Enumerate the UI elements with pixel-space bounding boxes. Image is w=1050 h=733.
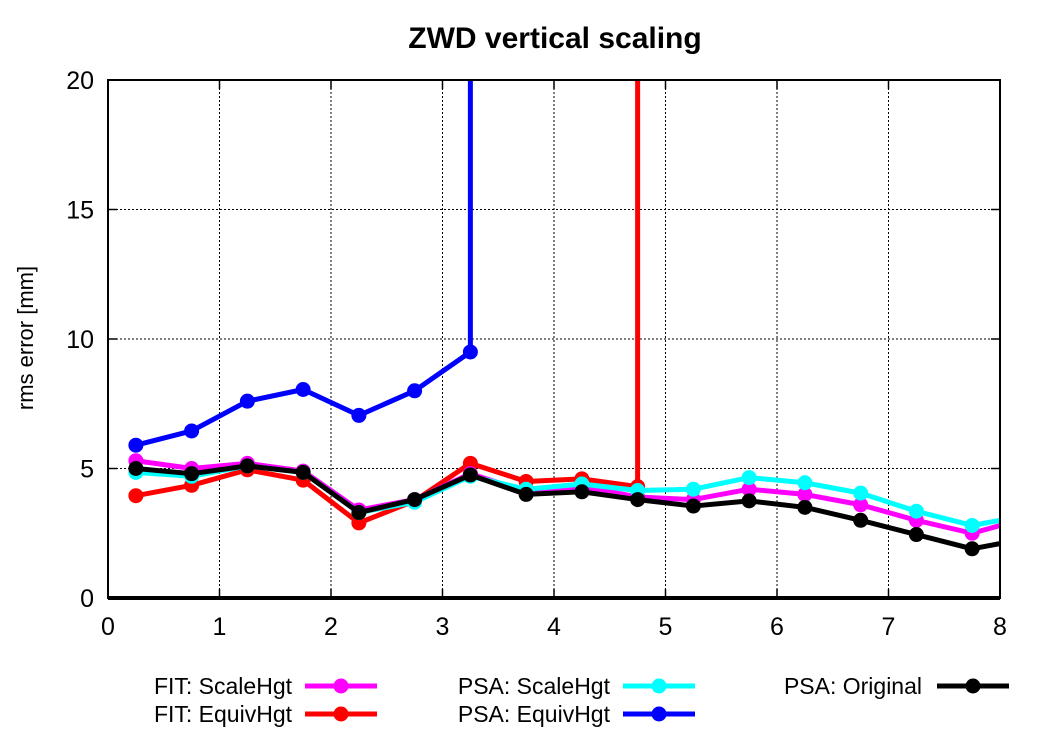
data-point [964,517,980,533]
data-point [184,423,200,439]
y-tick-label: 5 [80,456,94,484]
x-tick-label: 4 [547,613,561,641]
legend-entry: PSA: Original [784,673,1009,699]
tick-labels: 0 1 2 3 4 5 6 7 8 0 5 10 15 20 [66,67,1007,641]
data-point [853,512,869,528]
legend-entry: FIT: ScaleHgt [154,673,377,699]
legend-swatch-marker [333,678,349,694]
plot-frame [107,79,1001,600]
data-point [462,467,478,483]
data-point [853,497,869,513]
legend-swatch-marker [333,706,349,722]
data-point [797,486,813,502]
legend-label: PSA: Original [784,673,922,699]
data-point [295,464,311,480]
data-point [351,407,367,423]
data-point [853,485,869,501]
data-point [407,492,423,508]
data-point [239,393,255,409]
x-tick-label: 8 [993,613,1007,641]
data-point [518,486,534,502]
series-line [135,80,641,526]
series-4 [128,458,1000,557]
legend-entry: PSA: EquivHgt [458,701,695,727]
data-point [741,470,757,486]
data-point [797,499,813,515]
x-tick-label: 5 [659,613,673,641]
data-point [462,455,478,471]
x-tick-label: 3 [436,613,450,641]
y-tick-label: 20 [66,67,94,95]
x-tick-label: 0 [101,613,115,641]
data-point [407,383,423,399]
data-point [574,484,590,500]
legend-swatch-marker [651,678,667,694]
plot-series [128,80,1000,557]
y-tick-label: 0 [80,585,94,613]
chart-title: ZWD vertical scaling [408,22,701,55]
data-point [462,344,478,360]
legend-entry: FIT: EquivHgt [154,701,377,727]
x-tick-label: 1 [213,613,227,641]
data-point [797,475,813,491]
data-point [128,437,144,453]
data-point [184,466,200,482]
legend-label: PSA: ScaleHgt [458,673,611,699]
y-tick-label: 10 [66,326,94,354]
data-point [295,382,311,398]
data-point [908,503,924,519]
x-tick-label: 2 [324,613,338,641]
legend-entry: PSA: ScaleHgt [458,673,695,699]
data-point [685,498,701,514]
data-point [741,481,757,497]
data-point [351,515,367,531]
legend-swatch-marker [965,678,981,694]
y-tick-label: 15 [66,197,94,225]
x-tick-label: 6 [770,613,784,641]
series-3 [128,80,478,453]
data-point [128,488,144,504]
legend-label: PSA: EquivHgt [458,701,611,727]
legend-swatch-marker [651,706,667,722]
legend-label: FIT: EquivHgt [154,701,293,727]
data-point [685,481,701,497]
data-point [741,493,757,509]
x-tick-label: 7 [882,613,896,641]
data-point [908,527,924,543]
series-1 [128,80,646,531]
data-point [239,458,255,474]
data-point [351,505,367,521]
legend-label: FIT: ScaleHgt [154,673,293,699]
data-point [128,461,144,476]
data-point [964,541,980,557]
data-point [630,492,646,508]
series-line [135,80,473,448]
y-axis-label: rms error [mm] [13,266,38,410]
